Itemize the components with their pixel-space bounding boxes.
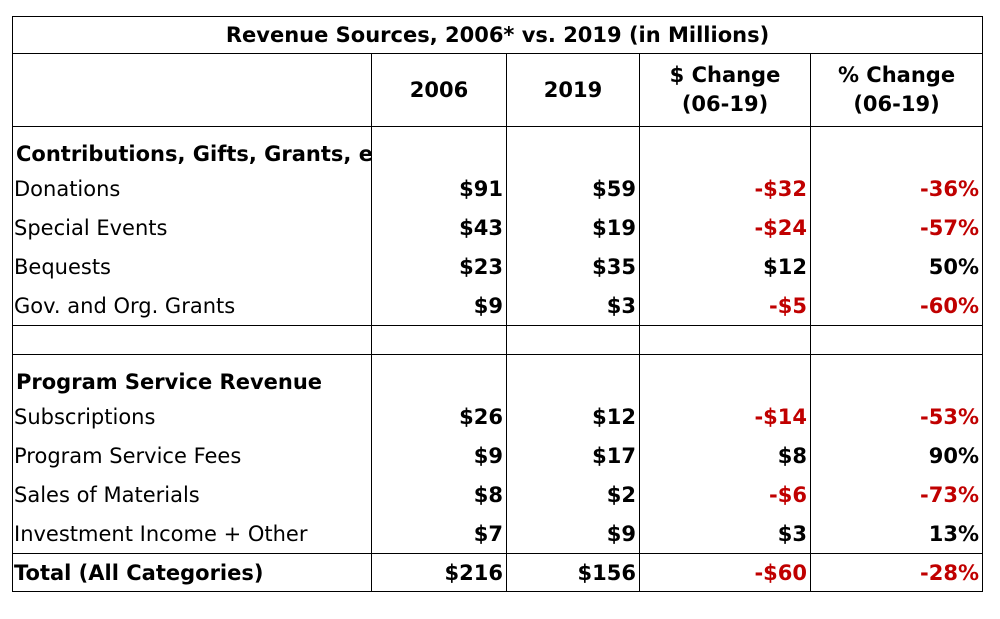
table-row: Bequests $23 $35 $12 50% (12, 247, 984, 286)
row-label: Program Service Fees (12, 436, 372, 475)
cell-2006: $8 (371, 475, 507, 514)
cell-pct-change: -57% (809, 208, 984, 247)
cell-2019: $9 (506, 514, 640, 554)
cell-2006: $26 (371, 397, 507, 436)
cell-2006: $43 (371, 208, 507, 247)
cell-2019: $19 (506, 208, 640, 247)
cell-dollar-change: $3 (639, 514, 811, 554)
table-row: Subscriptions $26 $12 -$14 -53% (12, 397, 984, 436)
row-label: Gov. and Org. Grants (12, 286, 372, 326)
spacer-row (12, 325, 984, 355)
cell-2006: $9 (371, 436, 507, 475)
row-label: Subscriptions (12, 397, 372, 436)
cell-2019: $3 (506, 286, 640, 326)
table-row: Gov. and Org. Grants $9 $3 -$5 -60% (12, 286, 984, 326)
cell-dollar-change: -$60 (639, 553, 811, 592)
cell-pct-change: -28% (809, 553, 984, 592)
cell-2019: $35 (506, 247, 640, 286)
row-label: Donations (12, 169, 372, 208)
section-label: Contributions, Gifts, Grants, etc. (12, 126, 372, 169)
cell-dollar-change: $8 (639, 436, 811, 475)
header-blank (12, 53, 372, 127)
cell-2019: $2 (506, 475, 640, 514)
cell-2019: $12 (506, 397, 640, 436)
section-row: Program Service Revenue (12, 354, 984, 397)
cell-pct-change: -53% (809, 397, 984, 436)
cell-2006: $91 (371, 169, 507, 208)
cell-2019: $59 (506, 169, 640, 208)
cell-2006: $9 (371, 286, 507, 326)
cell-pct-change: 90% (809, 436, 984, 475)
row-label: Investment Income + Other (12, 514, 372, 554)
table-row: Sales of Materials $8 $2 -$6 -73% (12, 475, 984, 514)
cell-dollar-change: -$32 (639, 169, 811, 208)
table-row: Donations $91 $59 -$32 -36% (12, 169, 984, 208)
header-row: 2006 2019 $ Change (06-19) % Change (06-… (12, 53, 984, 127)
cell-pct-change: -73% (809, 475, 984, 514)
cell-2019: $17 (506, 436, 640, 475)
section-label: Program Service Revenue (12, 354, 372, 397)
row-label: Sales of Materials (12, 475, 372, 514)
table-row: Program Service Fees $9 $17 $8 90% (12, 436, 984, 475)
cell-pct-change: 13% (809, 514, 984, 554)
header-2006: 2006 (371, 53, 507, 127)
header-2019: 2019 (506, 53, 640, 127)
cell-dollar-change: -$5 (639, 286, 811, 326)
cell-dollar-change: -$6 (639, 475, 811, 514)
cell-pct-change: -60% (809, 286, 984, 326)
total-label: Total (All Categories) (12, 553, 372, 592)
revenue-table: Revenue Sources, 2006* vs. 2019 (in Mill… (11, 16, 984, 592)
row-label: Bequests (12, 247, 372, 286)
cell-dollar-change: -$24 (639, 208, 811, 247)
row-label: Special Events (12, 208, 372, 247)
cell-2006: $7 (371, 514, 507, 554)
table-row: Investment Income + Other $7 $9 $3 13% (12, 514, 984, 554)
header-pct-change: % Change (06-19) (809, 53, 984, 127)
cell-2019: $156 (506, 553, 640, 592)
table-row: Special Events $43 $19 -$24 -57% (12, 208, 984, 247)
cell-2006: $216 (371, 553, 507, 592)
cell-pct-change: 50% (809, 247, 984, 286)
header-dollar-change: $ Change (06-19) (639, 53, 811, 127)
total-row: Total (All Categories) $216 $156 -$60 -2… (12, 553, 984, 592)
cell-dollar-change: -$14 (639, 397, 811, 436)
cell-2006: $23 (371, 247, 507, 286)
cell-pct-change: -36% (809, 169, 984, 208)
table-title: Revenue Sources, 2006* vs. 2019 (in Mill… (11, 16, 984, 54)
section-row: Contributions, Gifts, Grants, etc. (12, 126, 984, 169)
cell-dollar-change: $12 (639, 247, 811, 286)
